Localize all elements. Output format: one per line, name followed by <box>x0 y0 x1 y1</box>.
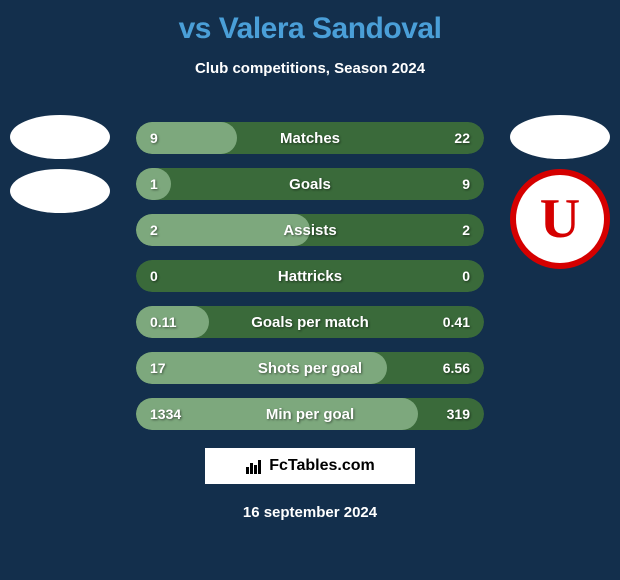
stat-label: Matches <box>136 122 484 154</box>
stat-row: 17 Shots per goal 6.56 <box>136 352 484 384</box>
stat-row: 1 Goals 9 <box>136 168 484 200</box>
stat-label: Goals <box>136 168 484 200</box>
left-logo-2 <box>10 169 110 213</box>
attribution-badge: FcTables.com <box>205 448 415 484</box>
stat-row: 9 Matches 22 <box>136 122 484 154</box>
attribution-text: FcTables.com <box>269 457 375 475</box>
stat-right-value: 6.56 <box>443 352 470 384</box>
date-text: 16 september 2024 <box>0 504 620 521</box>
stat-right-value: 319 <box>447 398 470 430</box>
club-badge-letter: U <box>540 187 580 251</box>
stat-row: 0 Hattricks 0 <box>136 260 484 292</box>
right-logo-1 <box>510 115 610 159</box>
subtitle: Club competitions, Season 2024 <box>0 60 620 77</box>
stat-label: Assists <box>136 214 484 246</box>
left-logos <box>10 115 110 223</box>
stat-right-value: 9 <box>462 168 470 200</box>
stat-row: 0.11 Goals per match 0.41 <box>136 306 484 338</box>
stat-label: Shots per goal <box>136 352 484 384</box>
stat-right-value: 2 <box>462 214 470 246</box>
stat-row: 2 Assists 2 <box>136 214 484 246</box>
stat-bars: 9 Matches 22 1 Goals 9 2 Assists 2 0 Hat… <box>136 122 484 444</box>
stat-right-value: 0 <box>462 260 470 292</box>
stat-label: Goals per match <box>136 306 484 338</box>
page-title: vs Valera Sandoval <box>0 0 620 46</box>
stat-label: Min per goal <box>136 398 484 430</box>
stat-row: 1334 Min per goal 319 <box>136 398 484 430</box>
left-logo-1 <box>10 115 110 159</box>
right-logos: U <box>510 115 610 269</box>
stat-right-value: 22 <box>454 122 470 154</box>
club-badge: U <box>510 169 610 269</box>
stat-right-value: 0.41 <box>443 306 470 338</box>
chart-icon <box>245 457 263 475</box>
comparison-card: vs Valera Sandoval Club competitions, Se… <box>0 0 620 580</box>
stat-label: Hattricks <box>136 260 484 292</box>
